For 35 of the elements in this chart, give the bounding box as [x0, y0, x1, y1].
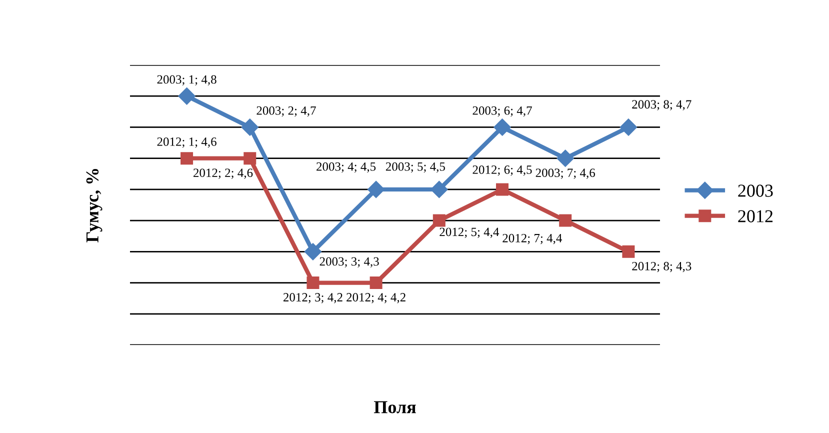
point	[559, 214, 572, 227]
data-label: 2003; 8; 4,7	[632, 100, 692, 110]
y-axis-title: Гумус, %	[86, 168, 102, 242]
point	[620, 118, 638, 136]
data-label: 2012; 7; 4,4	[502, 234, 562, 244]
point	[622, 245, 635, 258]
data-label: 2003; 6; 4,7	[472, 106, 532, 117]
data-label: 2003; 2; 4,7	[256, 106, 316, 117]
data-label: 2003; 3; 4,3	[320, 257, 379, 268]
x-axis-title: Поля	[374, 401, 416, 414]
point	[180, 152, 194, 165]
data-label: 2003; 4; 4,5	[316, 162, 376, 173]
data-label: 2012; 1; 4,6	[157, 137, 216, 148]
point	[494, 118, 511, 136]
point	[430, 180, 448, 198]
data-label: 2012; 6; 4,5	[472, 165, 532, 176]
point	[178, 88, 196, 105]
point	[370, 276, 382, 290]
data-label: 2012; 4; 4,2	[346, 293, 406, 304]
legend-label: 2012	[738, 210, 773, 222]
data-label: 2012; 3; 4,2	[283, 293, 342, 304]
data-label: 2012; 8; 4,3	[632, 262, 692, 272]
point	[241, 118, 258, 136]
point	[556, 150, 574, 167]
data-label: 2003; 7; 4,6	[536, 168, 596, 179]
point	[306, 276, 320, 290]
data-label: 2012; 2; 4,6	[194, 168, 253, 179]
data-label: 2003; 5; 4,5	[386, 162, 445, 173]
point	[432, 214, 446, 227]
data-label: 2012; 5; 4,4	[440, 228, 500, 238]
point	[244, 152, 256, 165]
point	[496, 183, 509, 196]
data-label: 2003; 1; 4,8	[157, 75, 216, 86]
legend-label: 2003	[738, 184, 773, 197]
point	[368, 180, 385, 198]
